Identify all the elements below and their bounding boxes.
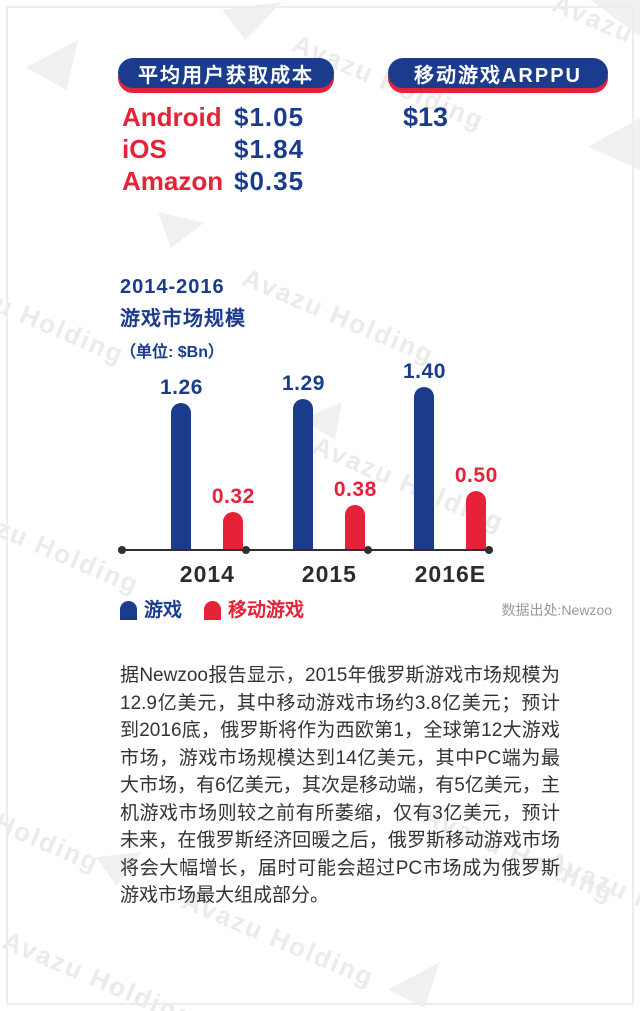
bar-chart-plot: 1.26 0.32 2014 1.29 0.38 2015 1.40 0.50 2016E (118, 358, 497, 587)
category-label-2014: 2014 (179, 561, 235, 587)
platform-value: $0.35 (234, 166, 305, 196)
bar-group-2016E: 1.40 0.50 2016E (403, 360, 498, 587)
bar-2014-移动游戏 (223, 512, 244, 549)
bar-value-label: 1.40 (403, 360, 446, 383)
bar-column: 1.26 (160, 376, 203, 549)
bar-value-label: 0.50 (454, 464, 498, 487)
bar-value-label: 0.38 (333, 478, 377, 501)
platform-value: $1.05 (234, 102, 305, 132)
bar-group-2015: 1.29 0.38 2015 (282, 372, 377, 587)
body-paragraph: 据Newzoo报告显示，2015年俄罗斯游戏市场规模为12.9亿美元，其中移动游… (120, 665, 560, 906)
bar-2015-游戏 (293, 399, 314, 549)
bar-2016E-游戏 (414, 387, 435, 549)
cost-row-android: Android $1.05 (122, 102, 304, 134)
category-label-2016E: 2016E (414, 561, 487, 587)
bar-column: 1.29 (282, 372, 325, 549)
platform-label: Android (122, 102, 222, 132)
platform-label: iOS (122, 134, 167, 164)
bar-value-label: 0.32 (211, 485, 255, 508)
bar-2015-移动游戏 (345, 505, 366, 549)
cost-title-badge: 平均用户获取成本 (118, 58, 334, 88)
cost-rows: Android $1.05 iOS $1.84 Amazon $0.35 (122, 102, 304, 198)
axis-dot (242, 546, 250, 554)
axis-dot (485, 546, 493, 554)
x-axis-line (120, 549, 492, 551)
arppu-value: $13 (403, 102, 449, 132)
chart-title-block: 2014-2016 游戏市场规模 （单位: $Bn） (120, 276, 246, 362)
legend-label: 游戏 (144, 599, 183, 621)
axis-dot (364, 546, 372, 554)
category-label-2015: 2015 (301, 561, 357, 587)
cost-row-ios: iOS $1.84 (122, 134, 304, 166)
cost-title-label: 平均用户获取成本 (138, 64, 314, 87)
axis-dot (118, 546, 126, 554)
cost-row-amazon: Amazon $0.35 (122, 166, 304, 198)
arppu-title-badge: 移动游戏ARPPU (388, 58, 608, 88)
platform-value: $1.84 (234, 134, 305, 164)
bar-group-2014: 1.26 0.32 2014 (160, 376, 255, 587)
legend-marker-blue-icon (120, 600, 137, 620)
bar-2014-游戏 (171, 403, 192, 549)
bar-column: 0.38 (334, 478, 377, 549)
chart-unit-label: （单位: $Bn） (120, 344, 225, 361)
platform-label: Amazon (122, 166, 224, 196)
legend-label: 移动游戏 (228, 599, 305, 621)
data-source-note: 数据出处:Newzoo (501, 602, 612, 618)
bar-value-label: 1.29 (282, 372, 325, 395)
legend-marker-red-icon (204, 600, 222, 620)
legend-item-games: 游戏 (120, 599, 183, 621)
bar-2016E-移动游戏 (466, 491, 487, 549)
chart-legend-row: 游戏 移动游戏 数据出处:Newzoo (120, 600, 612, 620)
bar-column: 0.32 (212, 485, 255, 549)
chart-title-text: 游戏市场规模 (120, 308, 246, 330)
bar-column: 0.50 (455, 464, 498, 549)
arppu-title-label: 移动游戏ARPPU (413, 64, 582, 87)
legend-item-mobile-games: 移动游戏 (204, 599, 305, 621)
chart-title-years: 2014-2016 (120, 276, 225, 298)
bar-column: 1.40 (403, 360, 446, 549)
bar-value-label: 1.26 (160, 376, 203, 399)
